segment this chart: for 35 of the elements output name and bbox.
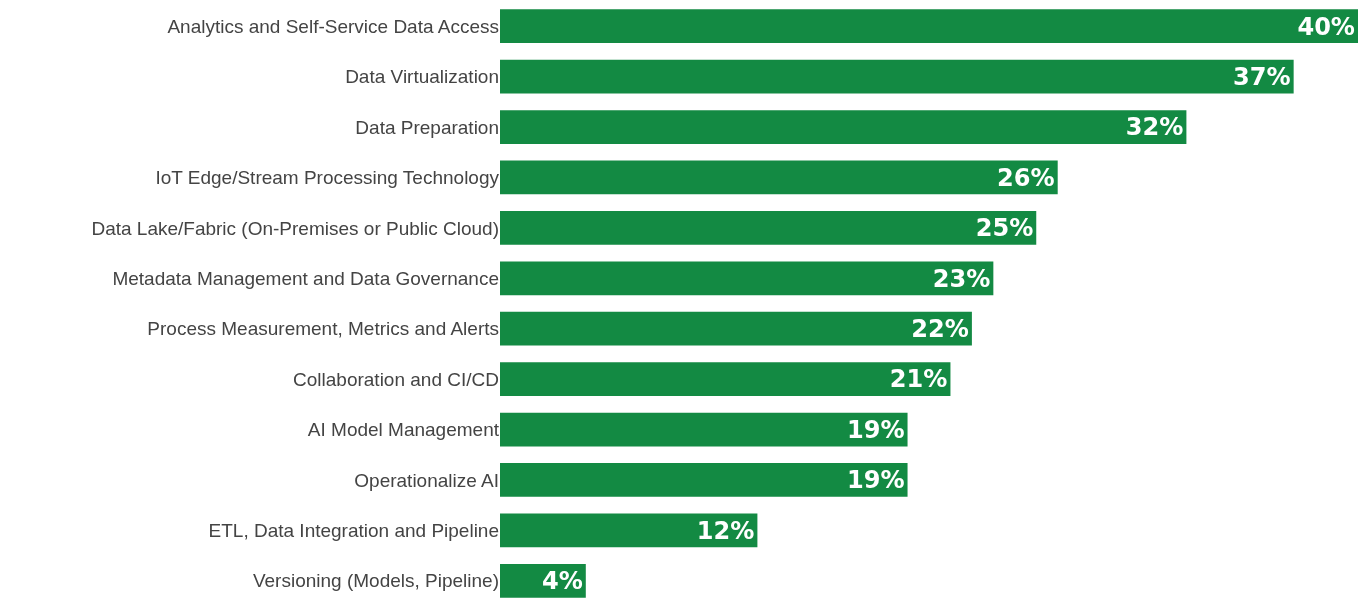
bar bbox=[500, 9, 1358, 44]
data-label: 19% bbox=[846, 466, 905, 495]
y-tick-label: Collaboration and CI/CD bbox=[293, 368, 499, 390]
y-tick-label: ETL, Data Integration and Pipeline bbox=[208, 520, 499, 542]
bar bbox=[500, 311, 972, 346]
data-label: 40% bbox=[1297, 12, 1355, 41]
y-tick-label: Versioning (Models, Pipeline) bbox=[252, 570, 499, 592]
bar bbox=[500, 160, 1058, 195]
y-tick-label: AI Model Management bbox=[307, 419, 500, 441]
bar bbox=[500, 261, 994, 296]
bar bbox=[500, 59, 1294, 94]
y-tick-label: Data Virtualization bbox=[345, 66, 499, 88]
bar bbox=[500, 412, 908, 447]
data-label: 25% bbox=[975, 214, 1034, 243]
data-label: 37% bbox=[1233, 62, 1291, 91]
bar bbox=[500, 513, 758, 548]
data-label: 32% bbox=[1125, 113, 1184, 142]
data-label: 12% bbox=[696, 516, 755, 545]
y-tick-label: Data Lake/Fabric (On-Premises or Public Cloud) bbox=[91, 217, 499, 239]
data-label: 22% bbox=[911, 315, 969, 344]
bar bbox=[500, 110, 1187, 144]
data-label: 19% bbox=[846, 415, 905, 444]
bar bbox=[500, 463, 908, 497]
y-tick-label: Operationalize AI bbox=[354, 469, 499, 491]
y-tick-label: Process Measurement, Metrics and Alerts bbox=[147, 318, 499, 340]
data-label: 26% bbox=[997, 163, 1055, 192]
data-label: 23% bbox=[932, 264, 991, 293]
data-label: 4% bbox=[541, 567, 583, 596]
y-tick-label: Data Preparation bbox=[355, 116, 499, 138]
bar bbox=[500, 210, 1037, 245]
y-tick-label: Metadata Management and Data Governance bbox=[112, 267, 499, 289]
bar bbox=[500, 362, 951, 397]
y-tick-label: IoT Edge/Stream Processing Technology bbox=[155, 167, 500, 189]
data-label: 21% bbox=[889, 365, 948, 394]
y-tick-label: Analytics and Self-Service Data Access bbox=[167, 15, 499, 37]
